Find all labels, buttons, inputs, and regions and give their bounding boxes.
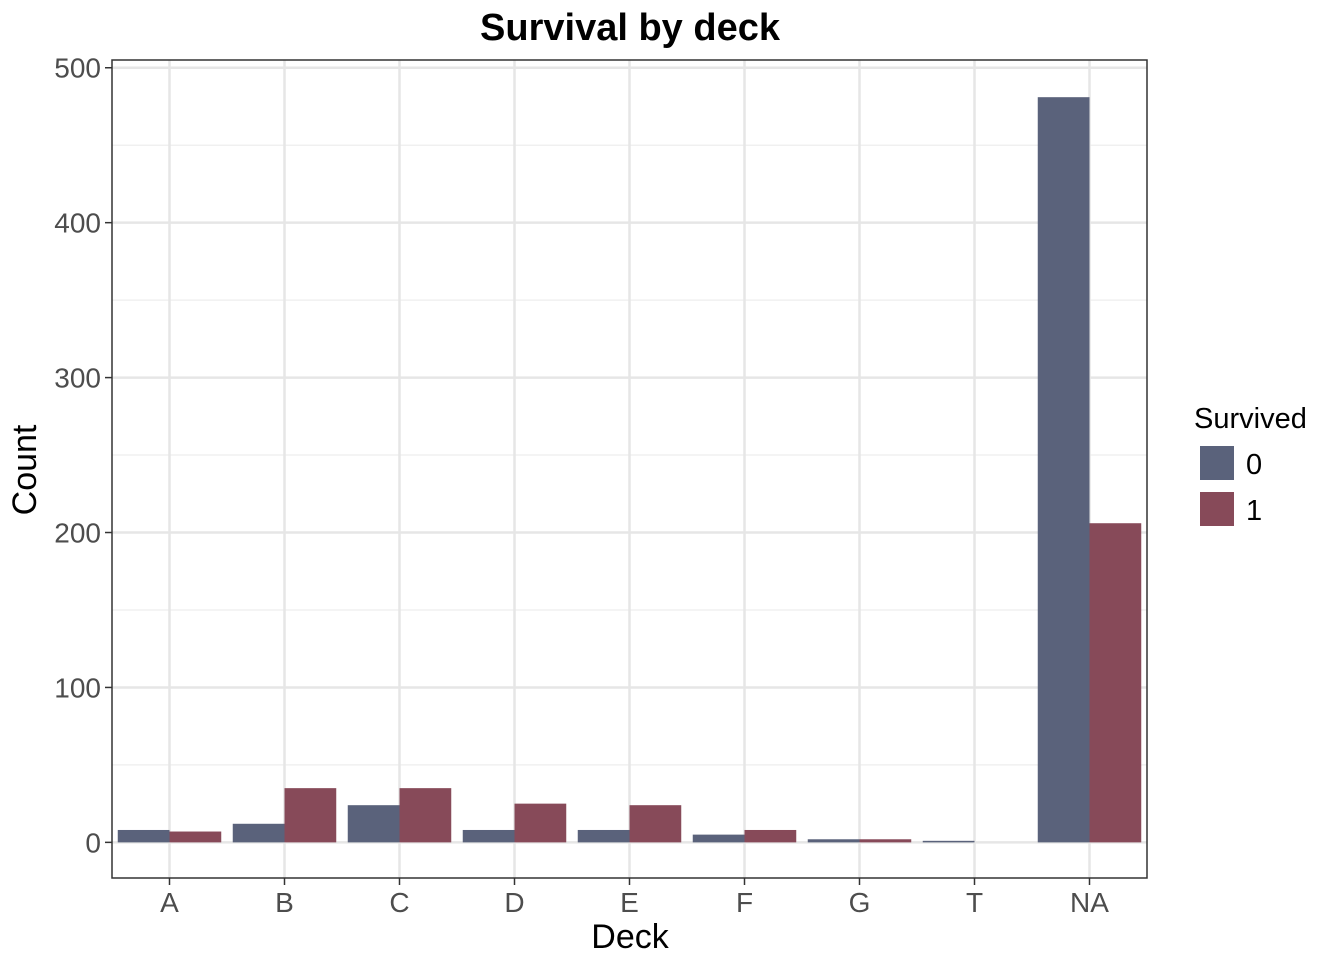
bar-G-survived-1 <box>859 839 912 843</box>
plot-area <box>111 59 1148 879</box>
bar-D-survived-0 <box>462 829 515 843</box>
x-tick-label: F <box>736 887 753 918</box>
x-tick-label: B <box>275 887 294 918</box>
bar-T-survived-0 <box>922 840 975 843</box>
bar-G-survived-0 <box>807 839 860 843</box>
y-axis: 0 100 200 300 400 500 <box>54 53 112 858</box>
legend-swatch-0 <box>1200 446 1234 480</box>
bar-D-survived-1 <box>514 803 567 843</box>
y-tick-label: 300 <box>54 363 101 394</box>
bar-B-survived-1 <box>284 788 337 843</box>
x-tick-label: NA <box>1070 887 1109 918</box>
y-tick-label: 100 <box>54 672 101 703</box>
y-tick-label: 0 <box>85 827 101 858</box>
x-axis-title: Deck <box>591 918 669 956</box>
bar-B-survived-0 <box>232 823 285 843</box>
bar-A-survived-0 <box>117 829 170 843</box>
y-tick-label: 400 <box>54 208 101 239</box>
legend-title: Survived <box>1194 403 1307 435</box>
y-tick-label: 200 <box>54 518 101 549</box>
legend-label-0: 0 <box>1246 449 1262 481</box>
bar-F-survived-1 <box>744 829 797 843</box>
bar-F-survived-0 <box>692 834 745 843</box>
legend-label-1: 1 <box>1246 495 1262 527</box>
x-tick-label: T <box>966 887 983 918</box>
bar-E-survived-0 <box>577 829 630 843</box>
legend-swatch-1 <box>1200 492 1234 526</box>
y-tick-label: 500 <box>54 53 101 84</box>
y-axis-title: Count <box>6 424 44 515</box>
chart-title: Survival by deck <box>480 7 781 49</box>
x-axis: A B C D E F G T NA <box>160 878 1109 918</box>
bar-C-survived-1 <box>399 788 452 843</box>
x-tick-label: D <box>504 887 524 918</box>
x-tick-label: A <box>160 887 179 918</box>
bar-NA-survived-0 <box>1037 97 1090 843</box>
legend: Survived 01 <box>1194 403 1307 527</box>
x-tick-label: E <box>620 887 639 918</box>
x-tick-label: C <box>389 887 409 918</box>
bars <box>117 97 1142 843</box>
bar-C-survived-0 <box>347 805 400 843</box>
bar-E-survived-1 <box>629 805 682 843</box>
bar-A-survived-1 <box>169 831 222 843</box>
x-tick-label: G <box>849 887 871 918</box>
legend-items: 01 <box>1200 446 1262 527</box>
bar-NA-survived-1 <box>1089 523 1142 843</box>
